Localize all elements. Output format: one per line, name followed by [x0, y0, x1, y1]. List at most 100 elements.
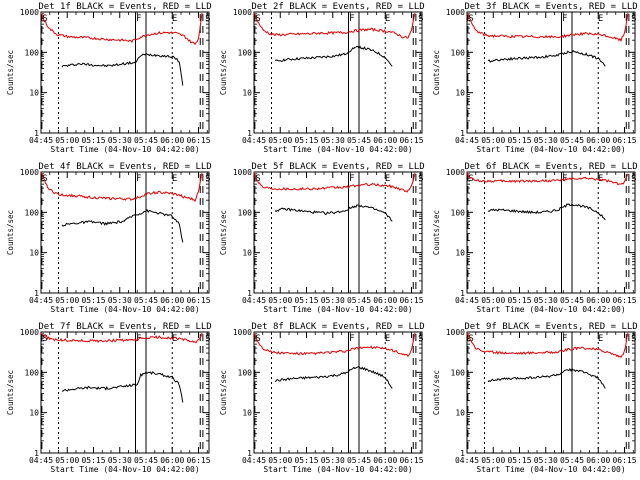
y-axis-label: Counts/sec [6, 370, 15, 415]
x-tick-label: 04:45 [29, 456, 53, 465]
x-tick-label: 06:00 [586, 136, 610, 145]
x-tick-label: 05:15 [507, 456, 531, 465]
y-tick-label: 1000 [233, 8, 252, 17]
event-marker-label: S [42, 174, 47, 184]
x-tick-label: 06:15 [612, 296, 636, 305]
y-tick-label: 1 [34, 289, 39, 298]
x-tick-label: 05:15 [81, 456, 105, 465]
x-axis-label: Start Time (04-Nov-10 04:42:00) [263, 145, 412, 154]
x-tick-label: 06:00 [373, 136, 397, 145]
x-tick-label: 05:00 [55, 136, 79, 145]
x-tick-label: 06:15 [186, 136, 210, 145]
event-marker-label: S [205, 334, 210, 344]
panel-title: Det 8f BLACK = Events, RED = LLD [251, 322, 424, 332]
x-tick-label: 06:15 [186, 296, 210, 305]
x-tick-label: 05:00 [55, 296, 79, 305]
event-marker-label: S [468, 174, 473, 184]
y-tick-label: 10 [29, 89, 39, 98]
y-tick-label: 100 [238, 48, 253, 57]
y-tick-label: 1 [247, 289, 252, 298]
events-series-line [275, 45, 393, 67]
events-series-line [61, 208, 184, 243]
x-tick-label: 04:45 [455, 296, 479, 305]
x-tick-label: 06:15 [399, 296, 423, 305]
x-tick-label: 05:45 [347, 136, 371, 145]
y-tick-label: 100 [238, 208, 253, 217]
event-marker-label: F [136, 174, 141, 184]
event-marker-label: S [205, 174, 210, 184]
axes-frame [466, 11, 636, 134]
detector-panel: Det 2f BLACK = Events, RED = LLD 1 10 100 10… [219, 2, 425, 154]
event-marker-label: E [385, 14, 390, 24]
y-tick-label: 10 [242, 249, 252, 258]
event-marker-label: E [598, 14, 603, 24]
panel-title: Det 1f BLACK = Events, RED = LLD [38, 2, 211, 12]
axes-frame [253, 331, 423, 454]
y-tick-label: 1000 [446, 168, 465, 177]
x-axis-label: Start Time (04-Nov-10 04:42:00) [476, 465, 625, 474]
event-marker-label: F [349, 14, 354, 24]
x-tick-label: 05:15 [294, 456, 318, 465]
x-tick-label: 06:15 [399, 456, 423, 465]
y-tick-label: 10 [242, 409, 252, 418]
event-marker-label: S [255, 14, 260, 24]
event-marker-label: F [562, 334, 567, 344]
event-marker-label: S [255, 174, 260, 184]
x-tick-label: 06:00 [160, 136, 184, 145]
x-tick-label: 05:30 [108, 456, 132, 465]
x-tick-label: 05:45 [347, 456, 371, 465]
panel-title: Det 3f BLACK = Events, RED = LLD [464, 2, 637, 12]
event-marker-label: E [385, 174, 390, 184]
y-tick-label: 1 [34, 129, 39, 138]
axes-frame [40, 171, 210, 294]
events-series-line [61, 52, 184, 86]
x-tick-label: 04:45 [455, 456, 479, 465]
x-tick-label: 05:30 [108, 136, 132, 145]
x-axis-label: Start Time (04-Nov-10 04:42:00) [50, 465, 199, 474]
lld-series-line [40, 332, 203, 344]
y-tick-label: 1000 [233, 328, 252, 337]
event-marker-label: S [631, 14, 636, 24]
detector-panel: Det 8f BLACK = Events, RED = LLD 1 10 100 10… [219, 322, 425, 474]
y-tick-label: 10 [455, 89, 465, 98]
event-marker-label: S [418, 174, 423, 184]
y-tick-label: 1000 [233, 168, 252, 177]
x-tick-label: 05:45 [560, 136, 584, 145]
lld-series-line [466, 332, 629, 358]
x-tick-label: 05:30 [534, 136, 558, 145]
events-series-line [274, 204, 393, 222]
lld-series-line [253, 332, 416, 357]
event-marker-label: E [598, 174, 603, 184]
y-tick-label: 100 [25, 368, 40, 377]
axes-frame [253, 171, 423, 294]
y-axis-label: Counts/sec [432, 210, 441, 255]
x-tick-label: 05:30 [108, 296, 132, 305]
lld-series-line [253, 172, 416, 193]
events-series-line [487, 367, 606, 389]
x-tick-label: 05:15 [294, 136, 318, 145]
y-tick-label: 1000 [20, 168, 39, 177]
events-series-line [487, 203, 606, 221]
x-tick-label: 05:00 [268, 296, 292, 305]
y-tick-label: 100 [238, 368, 253, 377]
y-tick-label: 10 [29, 409, 39, 418]
detector-panel: Det 3f BLACK = Events, RED = LLD 1 10 100 10… [432, 2, 638, 154]
detector-panel: Det 9f BLACK = Events, RED = LLD 1 10 100 10… [432, 322, 638, 474]
x-tick-label: 05:15 [81, 136, 105, 145]
event-marker-label: F [562, 14, 567, 24]
x-tick-label: 04:45 [242, 136, 266, 145]
y-axis-label: Counts/sec [6, 210, 15, 255]
x-axis-label: Start Time (04-Nov-10 04:42:00) [50, 305, 199, 314]
x-tick-label: 05:00 [481, 456, 505, 465]
y-tick-label: 1 [460, 449, 465, 458]
y-tick-label: 100 [451, 368, 466, 377]
x-tick-label: 05:00 [481, 136, 505, 145]
x-tick-label: 06:00 [373, 296, 397, 305]
axes-frame [253, 11, 423, 134]
event-marker-label: E [172, 174, 177, 184]
y-tick-label: 10 [455, 409, 465, 418]
x-tick-label: 05:45 [134, 456, 158, 465]
detector-panel: Det 5f BLACK = Events, RED = LLD 1 10 100 10… [219, 162, 425, 314]
x-tick-label: 05:45 [347, 296, 371, 305]
x-tick-label: 05:45 [560, 296, 584, 305]
